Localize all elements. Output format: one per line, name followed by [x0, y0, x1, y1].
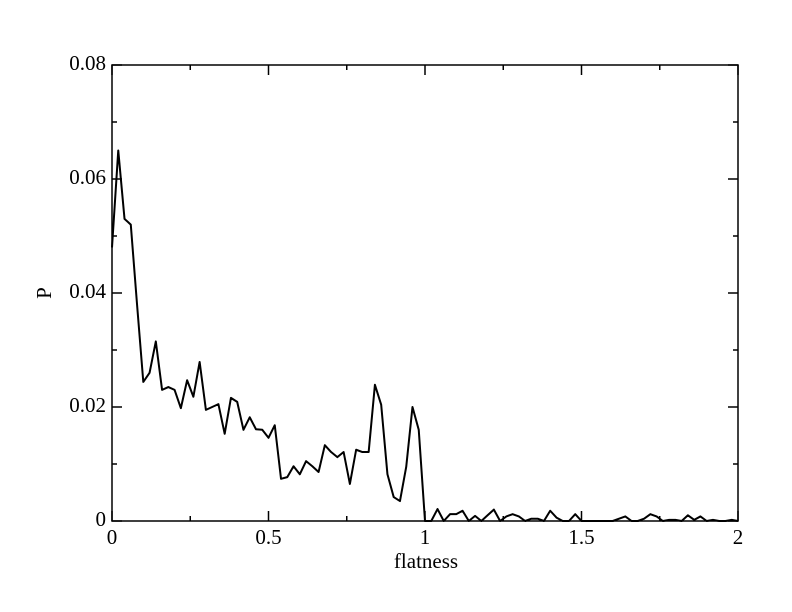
y-tick-label: 0.08: [69, 51, 106, 75]
x-tick-label: 1: [420, 525, 431, 549]
x-tick-label: 2: [733, 525, 744, 549]
y-tick-label: 0.06: [69, 165, 106, 189]
x-tick-label: 0.5: [255, 525, 281, 549]
y-axis-label: P: [32, 287, 56, 299]
y-tick-label: 0: [96, 507, 107, 531]
x-axis-label: flatness: [394, 549, 458, 573]
data-line: [111, 149, 739, 522]
plot-frame: [111, 64, 739, 522]
x-tick-label: 0: [107, 525, 118, 549]
y-tick-label: 0.04: [69, 279, 106, 303]
y-tick-label: 0.02: [69, 393, 106, 417]
x-tick-label: 1.5: [568, 525, 594, 549]
